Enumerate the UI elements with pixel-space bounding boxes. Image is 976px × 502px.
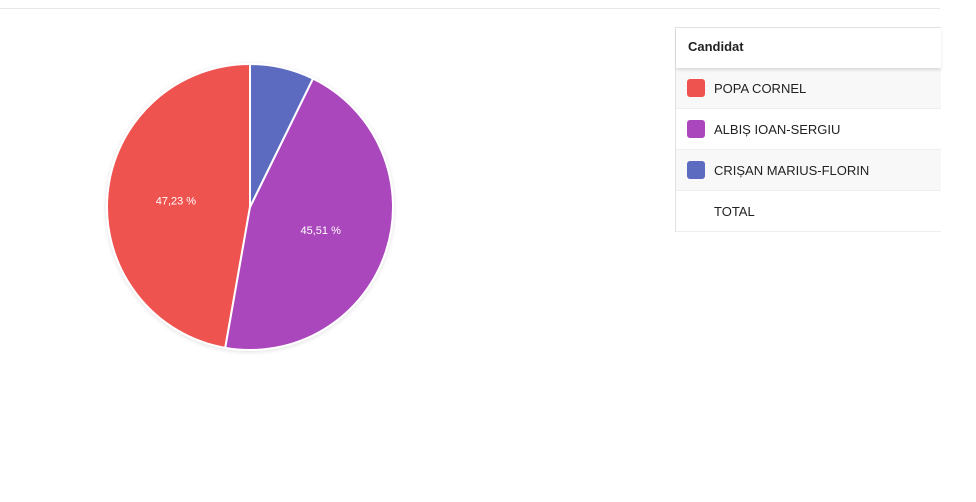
legend-label: ALBIȘ IOAN-SERGIU — [714, 121, 841, 137]
legend-label: CRIȘAN MARIUS-FLORIN — [714, 162, 870, 178]
pie-chart-svg: 47,23 % 45,51 % — [106, 63, 394, 351]
pie-slice-label-1: 45,51 % — [301, 225, 342, 237]
legend-row-total: TOTAL — [676, 191, 941, 232]
pie-chart: 47,23 % 45,51 % — [90, 50, 410, 370]
top-divider — [0, 8, 940, 9]
pie-slice-2[interactable] — [249, 63, 314, 208]
legend-label-total: TOTAL — [714, 203, 755, 219]
legend-row-crisan-marius-florin[interactable]: CRIȘAN MARIUS-FLORIN — [676, 150, 941, 191]
legend-label: POPA CORNEL — [714, 80, 807, 96]
pie-slice-1[interactable] — [224, 77, 394, 351]
legend-swatch — [687, 120, 705, 138]
legend-row-albis-ioan-sergiu[interactable]: ALBIȘ IOAN-SERGIU — [676, 109, 941, 150]
legend-header: Candidat — [676, 28, 941, 68]
legend-table: Candidat POPA CORNEL ALBIȘ IOAN-SERGIU C… — [675, 27, 941, 232]
legend-row-popa-cornel[interactable]: POPA CORNEL — [676, 68, 941, 109]
legend-swatch-empty — [687, 202, 705, 220]
legend-swatch — [687, 161, 705, 179]
legend-swatch — [687, 79, 705, 97]
pie-slice-0[interactable] — [106, 63, 251, 349]
pie-slice-label-0: 47,23 % — [156, 196, 197, 208]
